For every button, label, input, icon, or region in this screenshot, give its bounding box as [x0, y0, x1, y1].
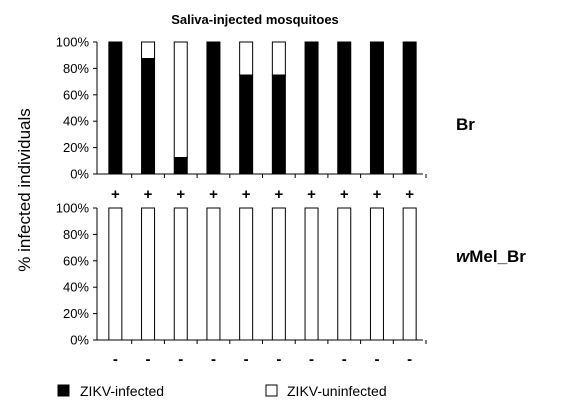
bar-segment-infected [206, 41, 221, 175]
category-sign: + [111, 186, 120, 203]
bar-segment-infected [271, 74, 286, 175]
y-tick-label: 20% [63, 306, 89, 321]
category-sign: - [309, 351, 314, 368]
category-sign: + [373, 186, 382, 203]
panel-2: 0% 20% 40% 60% 80% 100% - - - - - - - - - - wMel_Br [56, 201, 527, 369]
bar-segment-infected [369, 41, 384, 175]
bar-segment-uninfected [369, 207, 384, 341]
y-axis-label: % infected individuals [15, 108, 34, 271]
bar-segment-uninfected [173, 41, 188, 158]
category-sign: - [178, 351, 183, 368]
y-tick-label: 0% [70, 167, 89, 182]
category-sign: + [405, 186, 414, 203]
bar-segment-uninfected [402, 207, 417, 341]
panel-label: Br [456, 115, 475, 134]
category-sign: - [276, 351, 281, 368]
category-sign: + [274, 186, 283, 203]
legend: ZIKV-infected ZIKV-uninfected [57, 383, 387, 399]
category-sign: + [307, 186, 316, 203]
bar-segment-uninfected [206, 207, 221, 341]
bar-segment-uninfected [304, 207, 319, 341]
bar-segment-infected [337, 41, 352, 175]
bar-segment-infected [141, 58, 156, 175]
y-tick-label: 60% [63, 253, 89, 268]
bar-segment-infected [173, 157, 188, 175]
category-sign: + [209, 186, 218, 203]
bar-segment-infected [304, 41, 319, 175]
y-tick-label: 60% [63, 87, 89, 102]
y-tick-label: 80% [63, 61, 89, 76]
panel-1: 0% 20% 40% 60% 80% 100% + + + + + + + + + + Br [56, 35, 476, 204]
y-tick-label: 100% [56, 35, 90, 50]
y-tick-label: 40% [63, 280, 89, 295]
y-tick-label: 20% [63, 140, 89, 155]
panel-label-italic: w [456, 247, 471, 266]
legend-swatch-uninfected [265, 384, 278, 397]
y-tick-label: 80% [63, 227, 89, 242]
category-sign: - [113, 351, 118, 368]
category-sign: + [176, 186, 185, 203]
chart-title: Saliva-injected mosquitoes [171, 12, 339, 27]
bar-segment-uninfected [239, 41, 254, 76]
bar-segment-uninfected [271, 207, 286, 341]
bar-segment-uninfected [337, 207, 352, 341]
bar-segment-uninfected [239, 207, 254, 341]
category-sign: + [340, 186, 349, 203]
legend-swatch-infected [57, 384, 70, 397]
category-sign: - [407, 351, 412, 368]
bar-segment-infected [108, 41, 123, 175]
category-sign: - [342, 351, 347, 368]
bar-segment-uninfected [108, 207, 123, 341]
category-sign: - [146, 351, 151, 368]
category-sign: - [211, 351, 216, 368]
bar-segment-infected [239, 74, 254, 175]
bar-segment-uninfected [173, 207, 188, 341]
category-sign: - [374, 351, 379, 368]
panel-label: wMel_Br [456, 247, 526, 266]
bar-segment-infected [402, 41, 417, 175]
legend-label-infected: ZIKV-infected [80, 383, 164, 399]
y-tick-label: 0% [70, 333, 89, 348]
category-sign: - [244, 351, 249, 368]
bar-segment-uninfected [141, 41, 156, 59]
bar-segment-uninfected [141, 207, 156, 341]
panels: 0% 20% 40% 60% 80% 100% + + + + + + + + + + Br 0% 20% 40% 60… [56, 35, 527, 369]
y-tick-label: 40% [63, 114, 89, 129]
category-sign: + [144, 186, 153, 203]
category-sign: + [242, 186, 251, 203]
y-tick-label: 100% [56, 201, 90, 216]
panel-label-text: Br [456, 115, 475, 134]
bar-segment-uninfected [271, 41, 286, 76]
legend-label-uninfected: ZIKV-uninfected [287, 383, 387, 399]
panel-label-text: Mel_Br [469, 247, 526, 266]
